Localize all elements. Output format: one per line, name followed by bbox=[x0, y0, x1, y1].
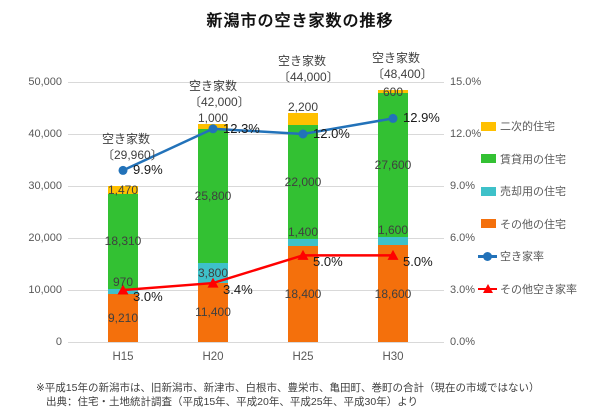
circle-marker-icon bbox=[483, 251, 492, 261]
bar-segment-other_housing bbox=[198, 282, 228, 342]
y-axis-right-tick-label: 0.0% bbox=[450, 336, 476, 348]
legend-item: 売却用の住宅 bbox=[478, 184, 566, 198]
line-value-label: 12.0% bbox=[313, 126, 350, 141]
gridline bbox=[68, 342, 444, 343]
legend-swatch-rental_housing bbox=[481, 154, 496, 163]
bar-value-label: 25,800 bbox=[194, 188, 232, 203]
line-value-label: 5.0% bbox=[403, 254, 433, 270]
y-axis-left-tick-label: 30,000 bbox=[28, 180, 62, 192]
y-axis-right-tick-label: 6.0% bbox=[450, 232, 476, 244]
bar-value-label: 1,400 bbox=[287, 225, 319, 240]
bar-value-label: 18,310 bbox=[104, 234, 142, 249]
total-annotation-line: 〔42,000〕 bbox=[189, 95, 250, 109]
legend-label: 空き家率 bbox=[500, 251, 544, 263]
triangle-marker-icon bbox=[482, 284, 493, 293]
y-axis-left-tick-label: 20,000 bbox=[28, 232, 62, 244]
legend-label: 賃貸用の住宅 bbox=[500, 153, 566, 166]
line-value-label: 12.3% bbox=[223, 120, 260, 136]
bar-segment-sale_housing bbox=[378, 236, 408, 246]
total-annotation: 空き家数〔42,000〕 bbox=[189, 78, 250, 110]
total-annotation-line: 〔44,000〕 bbox=[278, 70, 339, 84]
y-axis-left-tick-label: 0 bbox=[55, 336, 62, 348]
legend-item: 空き家率 bbox=[478, 249, 544, 263]
bar-segment-secondary_housing bbox=[288, 113, 318, 125]
x-axis-category-label: H20 bbox=[202, 351, 224, 363]
total-annotation: 空き家数〔29,960〕 bbox=[102, 131, 163, 163]
total-annotation-line: 空き家数 bbox=[278, 54, 327, 68]
bar-segment-secondary_housing bbox=[108, 186, 138, 194]
gridline bbox=[68, 186, 444, 187]
legend-line-sample bbox=[478, 251, 497, 261]
footnote-line2: 出典：住宅・土地統計調査（平成15年、平成20年、平成25年、平成30年）より bbox=[46, 396, 419, 408]
y-axis-right-tick-label: 9.0% bbox=[450, 180, 476, 192]
total-annotation-line: 〔48,400〕 bbox=[372, 67, 433, 81]
bar-value-label: 1,470 bbox=[107, 183, 139, 198]
legend-item: 賃貸用の住宅 bbox=[478, 152, 566, 166]
bar-value-label: 3,800 bbox=[197, 265, 229, 280]
y-axis-left-tick-label: 40,000 bbox=[28, 128, 62, 140]
y-axis-left-tick-label: 50,000 bbox=[28, 76, 62, 88]
bar-segment-other_housing bbox=[108, 294, 138, 342]
y-axis-right-tick-label: 12.0% bbox=[450, 128, 482, 140]
x-axis-category-label: H30 bbox=[382, 351, 404, 363]
line-value-label: 3.0% bbox=[133, 289, 163, 304]
bar-value-label: 18,600 bbox=[374, 286, 412, 301]
bar-segment-sale_housing bbox=[288, 239, 318, 247]
total-annotation: 空き家数〔48,400〕 bbox=[372, 50, 433, 82]
total-annotation-line: 空き家数 bbox=[102, 132, 151, 146]
legend-item: その他の住宅 bbox=[478, 217, 566, 231]
chart-title: 新潟市の空き家数の推移 bbox=[206, 13, 394, 30]
bar-value-label: 27,600 bbox=[374, 158, 412, 173]
total-annotation-line: 空き家数 bbox=[189, 79, 238, 93]
line-value-label: 12.9% bbox=[403, 110, 440, 126]
legend-label: 二次的住宅 bbox=[500, 121, 555, 133]
legend-swatch-other_housing bbox=[481, 219, 496, 228]
gridline bbox=[68, 82, 444, 83]
legend-swatch-secondary_housing bbox=[481, 121, 496, 131]
legend-label: 売却用の住宅 bbox=[500, 186, 566, 198]
line-value-label: 3.4% bbox=[223, 282, 253, 298]
x-axis-category-label: H25 bbox=[292, 351, 314, 363]
circle-marker-icon bbox=[118, 165, 128, 175]
total-annotation-line: 〔29,960〕 bbox=[102, 148, 163, 162]
bar-value-label: 600 bbox=[382, 84, 404, 99]
bar-value-label: 18,400 bbox=[284, 287, 322, 302]
legend-line-sample bbox=[478, 284, 497, 294]
other-vacancy-rate-line bbox=[122, 254, 393, 292]
gridline bbox=[68, 238, 444, 239]
line-value-label: 9.9% bbox=[133, 162, 163, 178]
line-value-label: 5.0% bbox=[313, 254, 343, 270]
legend-label: その他の住宅 bbox=[500, 218, 566, 231]
bar-value-label: 1,600 bbox=[377, 222, 409, 237]
legend-item: その他空き家率 bbox=[478, 282, 577, 296]
bar-segment-secondary_housing bbox=[378, 90, 408, 94]
y-axis-right-tick-label: 3.0% bbox=[450, 284, 476, 296]
legend-label: その他空き家率 bbox=[500, 283, 577, 296]
y-axis-left-tick-label: 10,000 bbox=[28, 284, 62, 296]
total-annotation-line: 空き家数 bbox=[372, 51, 421, 65]
bar-value-label: 11,400 bbox=[195, 305, 231, 320]
bar-value-label: 970 bbox=[112, 275, 134, 290]
bar-value-label: 2,200 bbox=[287, 100, 319, 115]
bar-value-label: 22,000 bbox=[284, 174, 322, 189]
total-annotation: 空き家数〔44,000〕 bbox=[278, 53, 339, 85]
y-axis-right-tick-label: 15.0% bbox=[450, 76, 482, 88]
legend-swatch-sale_housing bbox=[481, 186, 496, 196]
x-axis-category-label: H15 bbox=[112, 351, 134, 363]
footnote-line1: ※平成15年の新潟市は、旧新潟市、新津市、白根市、豊栄市、亀田町、巻町の合計（現… bbox=[36, 382, 540, 394]
legend-item: 二次的住宅 bbox=[478, 119, 555, 133]
bar-value-label: 1,000 bbox=[197, 110, 229, 125]
bar-value-label: 9,210 bbox=[107, 311, 139, 326]
